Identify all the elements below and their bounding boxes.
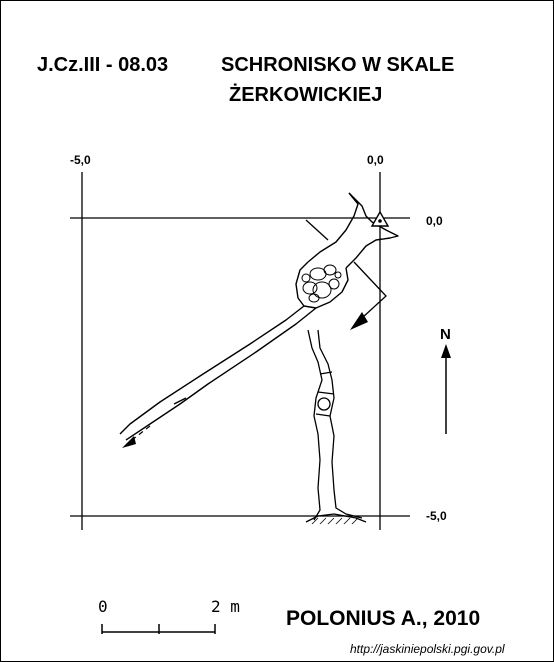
grid-y-bottom-label: -5,0: [426, 509, 447, 523]
cave-passage-outline: [119, 192, 399, 441]
section-line-upper: [305, 219, 329, 241]
north-arrow: [441, 344, 451, 434]
scale-start-label: 0: [98, 597, 108, 616]
section-arrow-head: [350, 312, 368, 330]
section-line-lower: [353, 261, 387, 319]
scale-bar: [101, 624, 216, 634]
entrance-right-wall: [345, 192, 399, 269]
entrance-left-wall: [307, 192, 359, 263]
passage-lower-wall: [125, 307, 317, 441]
cave-name-line1: SCHRONISKO W SKALE: [221, 54, 455, 76]
grid-x-right-label: 0,0: [367, 153, 384, 167]
grid-y-top-label: 0,0: [426, 214, 443, 228]
entrance-marker: [370, 210, 390, 227]
passage-cross-line: [173, 397, 187, 405]
north-label: N: [440, 326, 451, 343]
profile-floor-hatch: [311, 517, 359, 525]
continuation-arrow-head: [122, 436, 136, 448]
section-lines: [305, 219, 387, 319]
author-credit: POLONIUS A., 2010: [286, 607, 481, 630]
profile-right-wall: [317, 329, 363, 519]
cave-name-line2: ŻERKOWICKIEJ: [229, 84, 383, 106]
grid-x-left-label: -5,0: [70, 153, 91, 167]
source-url: http://jaskiniepolski.pgi.gov.pl: [350, 642, 505, 656]
passage-upper-wall: [119, 305, 305, 435]
profile-left-wall: [307, 329, 323, 521]
rubble-blocks: [301, 264, 342, 303]
scale-end-label: 2 m: [211, 597, 240, 616]
chamber-wall: [295, 261, 349, 309]
continuation-dash: [131, 425, 151, 441]
cave-code: J.Cz.III - 08.03: [37, 54, 169, 76]
cross-section-profile: [305, 329, 367, 523]
profile-floor: [305, 513, 367, 523]
